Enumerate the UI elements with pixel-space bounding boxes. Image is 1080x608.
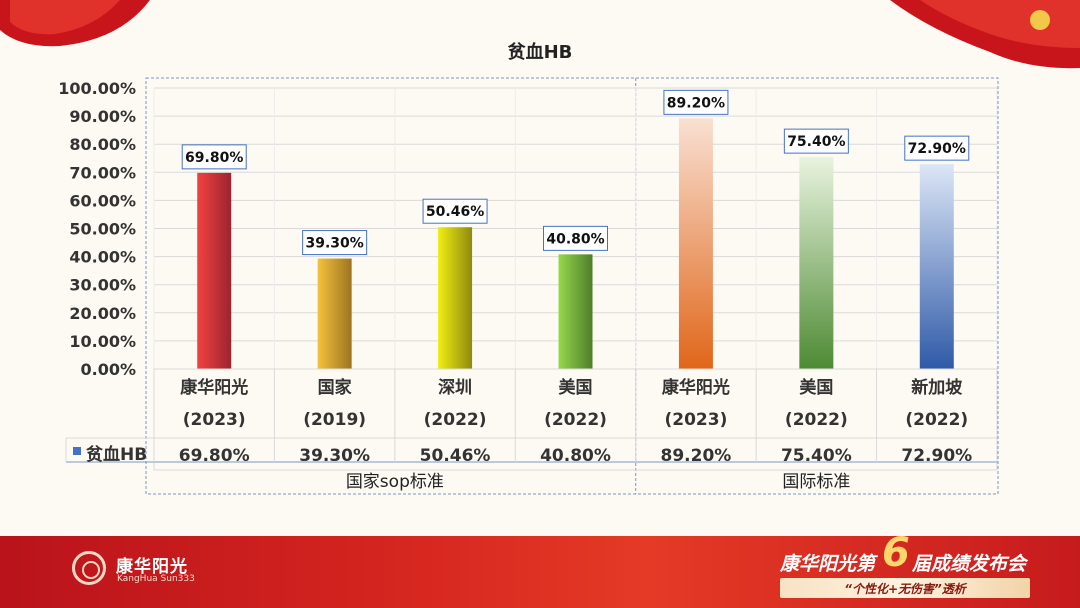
table-value: 69.80% xyxy=(179,446,250,466)
event-title-part1: 康华阳光第 xyxy=(780,553,876,575)
table-value: 50.46% xyxy=(420,446,491,466)
decorative-fan-top-left xyxy=(0,0,150,47)
logo-icon xyxy=(72,551,106,585)
x-category-label: 美国 xyxy=(799,377,833,398)
chart-frame xyxy=(145,77,999,495)
y-tick-label: 70.00% xyxy=(69,163,136,182)
data-label-box xyxy=(904,135,970,161)
y-tick-label: 10.00% xyxy=(69,332,136,351)
table-value: 89.20% xyxy=(661,446,732,466)
bar xyxy=(678,118,713,370)
x-category-year: (2022) xyxy=(424,410,487,430)
data-label: 89.20% xyxy=(667,95,725,111)
data-label-box xyxy=(181,144,247,170)
data-label: 50.46% xyxy=(426,204,484,220)
bar xyxy=(317,258,352,369)
y-tick-label: 90.00% xyxy=(69,107,136,126)
table-value: 72.90% xyxy=(901,446,972,466)
y-tick-label: 60.00% xyxy=(69,191,136,210)
group-label: 国家sop标准 xyxy=(346,472,444,492)
x-category-label: 新加坡 xyxy=(911,377,962,398)
x-category-label: 康华阳光 xyxy=(662,377,730,398)
slogan-band xyxy=(780,578,1030,598)
y-tick-label: 100.00% xyxy=(58,79,136,98)
x-category-year: (2022) xyxy=(544,410,607,430)
bar xyxy=(919,164,954,369)
y-tick-label: 20.00% xyxy=(69,304,136,323)
data-label: 40.80% xyxy=(546,231,604,247)
x-category-label: 康华阳光 xyxy=(180,377,248,398)
table-value: 75.40% xyxy=(781,446,852,466)
legend-series-name: 贫血HB xyxy=(85,444,147,465)
y-tick-label: 50.00% xyxy=(69,220,136,239)
logo-text: 康华阳光 xyxy=(116,557,188,577)
data-label-box xyxy=(783,128,849,154)
x-category-label: 美国 xyxy=(559,377,593,398)
x-category-year: (2023) xyxy=(664,410,727,430)
data-label-box xyxy=(302,230,368,256)
table-value: 40.80% xyxy=(540,446,611,466)
x-category-year: (2022) xyxy=(905,410,968,430)
group-label: 国际标准 xyxy=(782,472,850,492)
y-tick-label: 80.00% xyxy=(69,135,136,154)
data-label: 72.90% xyxy=(908,141,966,157)
data-label-box xyxy=(663,89,729,115)
x-category-label: 深圳 xyxy=(438,377,472,398)
table-value: 39.30% xyxy=(299,446,370,466)
x-category-year: (2022) xyxy=(785,410,848,430)
data-label: 75.40% xyxy=(787,134,845,150)
logo-subtext: KangHua Sun333 xyxy=(117,574,195,584)
bar xyxy=(558,254,593,369)
event-title-part2: 届成绩发布会 xyxy=(912,553,1027,575)
y-tick-label: 0.00% xyxy=(80,360,136,379)
data-label: 39.30% xyxy=(305,236,363,252)
data-label: 69.80% xyxy=(185,150,243,166)
slogan: “个性化+无伤害”透析 xyxy=(844,582,966,596)
bar xyxy=(438,227,473,369)
x-category-year: (2019) xyxy=(303,410,366,430)
y-tick-label: 40.00% xyxy=(69,248,136,267)
chart-title: 贫血HB xyxy=(507,42,573,63)
data-label-box xyxy=(422,198,488,224)
event-number: 6 xyxy=(882,530,910,576)
bar xyxy=(197,172,232,369)
decorative-fan-top-right xyxy=(890,0,1080,69)
x-category-year: (2023) xyxy=(183,410,246,430)
chart: 0.00% 10.00% 20.00% 30.00% 40.00% 50.00% 60.00… xyxy=(58,77,999,495)
x-category-label: 国家 xyxy=(318,377,352,398)
data-label-box xyxy=(543,225,608,251)
legend-key xyxy=(73,447,81,455)
y-tick-label: 30.00% xyxy=(69,276,136,295)
bar xyxy=(799,157,834,369)
